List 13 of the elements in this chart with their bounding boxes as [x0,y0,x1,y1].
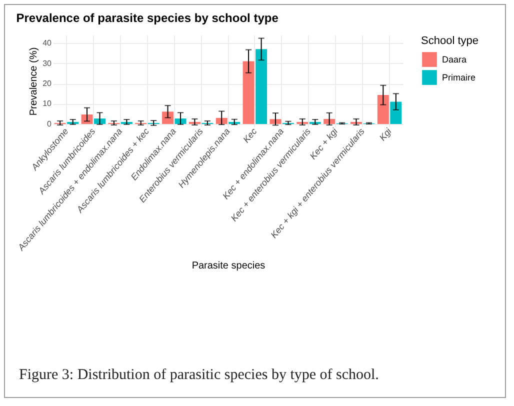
x-axis-title: Parasite species [192,260,266,272]
x-tick-label: Kgi [377,126,394,143]
legend-label: Primaire [442,72,476,82]
legend-label: Daara [442,54,467,64]
legend-title: School type [421,35,478,47]
y-tick-label: 40 [42,38,52,48]
y-tick-label: 30 [42,58,52,68]
y-tick-label: 0 [47,119,52,128]
y-axis-title: Prevalence (%) [28,47,40,116]
caption: Figure 3: Distribution of parasitic species by type of school. [19,367,379,384]
y-tick-label: 20 [42,79,52,88]
y-tick-label: 10 [42,99,52,108]
chart-title: Prevalence of parasite species by school type [16,11,279,25]
